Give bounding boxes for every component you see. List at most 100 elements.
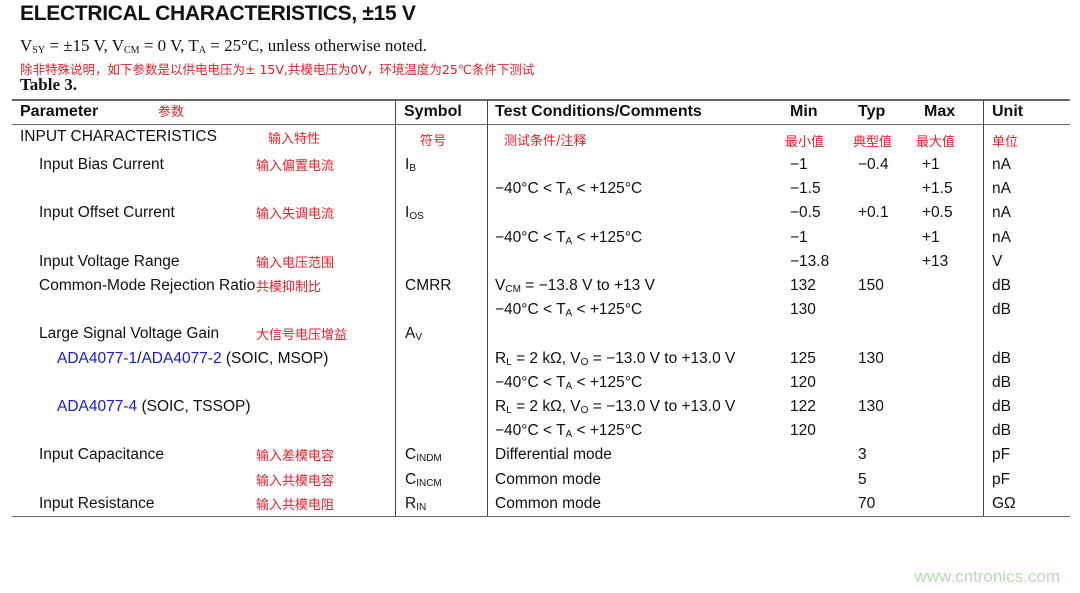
text-part: A [405, 325, 416, 343]
typ-value: −0.4 [858, 156, 889, 173]
parameter-name: Input Offset Current [39, 204, 175, 222]
unit: dB [992, 422, 1011, 440]
text-part: < +125°C [572, 228, 643, 246]
text-part: IN [416, 501, 427, 513]
text-part: R [405, 494, 417, 512]
header-conditions: Test Conditions/Comments [495, 103, 702, 120]
text-part: (SOIC, TSSOP) [137, 398, 251, 415]
symbol: CMRR [405, 276, 452, 296]
table-label: Table 3. [20, 75, 78, 94]
test-condition: −40°C < TA < +125°C [495, 300, 642, 324]
product-link[interactable]: ADA4077-2 [141, 349, 222, 367]
text-part: R [495, 398, 507, 415]
max-value: +1.5 [922, 180, 953, 198]
test-condition: Common mode [495, 470, 601, 490]
text-part: = 0 V, T [139, 36, 199, 55]
text-part: −40°C < T [495, 301, 566, 319]
header-rule [12, 124, 1070, 125]
text-part: O [580, 405, 589, 416]
parameter-name: Input Voltage Range [39, 252, 180, 270]
text-part: −40°C < T [495, 422, 566, 440]
symbol: IOS [405, 203, 424, 227]
test-condition: VCM = −13.8 V to +13 V [495, 276, 655, 300]
parameter-name-cn: 输入偏置电流 [256, 159, 335, 174]
column-divider [487, 100, 488, 516]
max-value: +0.5 [922, 204, 953, 222]
text-part: L [506, 405, 512, 416]
text-part: Differential mode [495, 446, 612, 464]
conditions-cn: 测试条件/注释 [504, 134, 587, 149]
symbol: AV [405, 324, 422, 348]
typ-value: 130 [858, 398, 884, 415]
text-part: < +125°C [572, 180, 643, 198]
parameter-name-cn: 输入共模电阻 [256, 497, 335, 513]
text-part: A [565, 308, 573, 320]
text-part: < +125°C [572, 422, 643, 440]
table-bottom-rule [12, 516, 1070, 517]
unit: dB [992, 373, 1011, 391]
text-part: OS [409, 211, 424, 223]
text-part: Common mode [495, 470, 601, 488]
text-part: R [495, 349, 507, 367]
unit: dB [992, 277, 1011, 294]
min-value: 132 [790, 277, 816, 294]
min-value: −0.5 [790, 204, 821, 222]
unit: pF [992, 470, 1011, 488]
typ-value: 150 [858, 277, 884, 294]
text-part: INCM [416, 477, 442, 489]
header-parameter: Parameter [20, 103, 99, 120]
section-label-cn: 输入特性 [268, 132, 321, 147]
typ-value: 70 [858, 494, 876, 512]
min-value: −1 [790, 228, 808, 246]
text-part: INDM [416, 453, 442, 465]
parameter-name-cn: 输入失调电流 [256, 207, 335, 223]
min-value: 120 [790, 422, 816, 440]
unit: pF [992, 446, 1011, 464]
header-min: Min [790, 103, 818, 120]
text-part: B [409, 163, 416, 174]
text-part: O [580, 356, 589, 368]
parameter-name: Large Signal Voltage Gain [39, 325, 220, 343]
header-typ: Typ [858, 103, 886, 120]
text-part: < +125°C [572, 301, 643, 319]
min-cn: 最小值 [785, 135, 825, 150]
text-part: CMRR [405, 277, 452, 294]
parameter-name: Input Resistance [39, 494, 155, 512]
unit: dB [992, 398, 1011, 415]
max-value: +13 [922, 252, 949, 270]
text-part: = −13.0 V to +13.0 V [588, 398, 736, 415]
parameter-name: ADA4077-4 (SOIC, TSSOP) [57, 397, 251, 417]
text-part: I [405, 156, 410, 173]
text-part: A [198, 45, 206, 56]
unit-cn: 单位 [992, 135, 1019, 150]
text-part: A [565, 429, 573, 441]
min-value: −13.8 [790, 252, 830, 270]
text-part: CM [124, 45, 140, 56]
typ-value: 130 [858, 349, 884, 367]
test-condition: Common mode [495, 494, 601, 514]
unit: nA [992, 204, 1011, 222]
product-link[interactable]: ADA4077-4 [57, 398, 138, 415]
typ-value: +0.1 [858, 204, 889, 222]
parameter-name-cn: 输入差模电容 [256, 449, 335, 465]
text-part: Common mode [495, 494, 601, 512]
text-part: V [20, 36, 33, 55]
parameter-name-cn: 共模抑制比 [256, 280, 322, 295]
parameter-name-cn: 大信号电压增益 [256, 328, 348, 344]
parameter-name: ADA4077-1/ADA4077-2 (SOIC, MSOP) [57, 349, 328, 369]
test-condition: RL = 2 kΩ, VO = −13.0 V to +13.0 V [495, 397, 735, 421]
test-condition: Differential mode [495, 445, 612, 465]
product-link[interactable]: ADA4077-1 [57, 349, 138, 367]
text-part: = 2 kΩ, V [511, 398, 581, 415]
unit: nA [992, 228, 1011, 246]
text-part: (SOIC, MSOP) [221, 349, 329, 367]
test-condition: RL = 2 kΩ, VO = −13.0 V to +13.0 V [495, 349, 735, 373]
text-part: SY [32, 45, 46, 56]
text-part: −40°C < T [495, 228, 566, 246]
parameter-name: Input Bias Current [39, 156, 164, 173]
unit: nA [992, 156, 1011, 173]
min-value: −1 [790, 156, 808, 173]
max-cn: 最大值 [916, 135, 956, 150]
text-part: −40°C < T [495, 180, 566, 198]
symbol: CINCM [405, 470, 442, 494]
